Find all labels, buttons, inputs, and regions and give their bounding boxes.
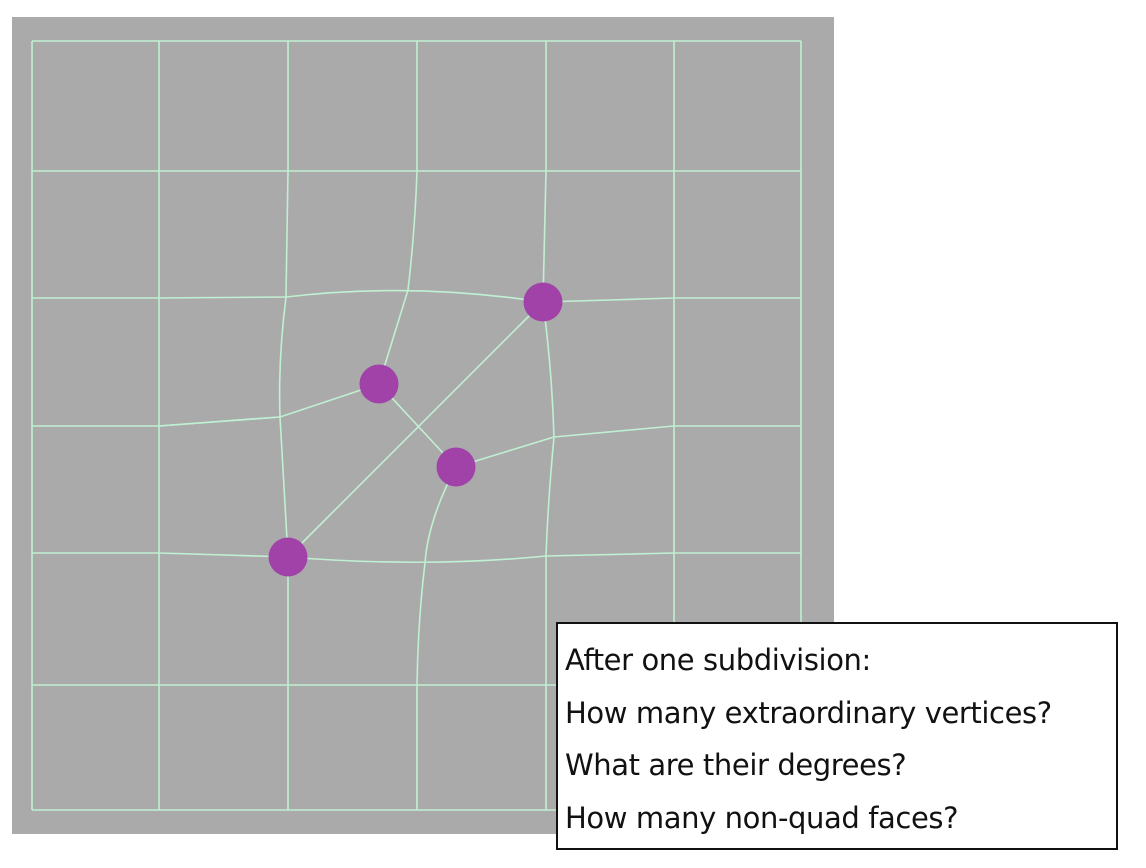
question-line-3: What are their degrees? [565, 748, 907, 782]
mesh-edge-curved-top [285, 289, 544, 303]
extraordinary-vertex [359, 364, 399, 404]
question-box: After one subdivision: How many extraord… [556, 622, 1118, 850]
mesh-edge-horizontal [158, 552, 289, 558]
mesh-edge-diagonal [287, 301, 544, 558]
mesh-edge-horizontal [545, 552, 675, 557]
mesh-edge [407, 170, 418, 291]
mesh-edge-horizontal [158, 296, 287, 299]
mesh-edge [158, 416, 281, 427]
mesh-edge [553, 425, 675, 438]
question-line-2: How many extraordinary vertices? [565, 695, 1052, 730]
question-line-4: How many non-quad faces? [565, 800, 959, 835]
mesh-edge-horizontal [542, 297, 675, 303]
mesh-edge-curved-bottom [287, 555, 547, 564]
extraordinary-vertices [268, 282, 563, 577]
mesh-edge [416, 562, 426, 686]
question-line-1: After one subdivision: [565, 643, 871, 677]
extraordinary-vertex [523, 282, 563, 322]
mesh-edge-vertical [542, 170, 547, 303]
mesh-edge-vertical [285, 170, 289, 298]
extraordinary-vertex [436, 447, 476, 487]
extraordinary-vertex [268, 537, 308, 577]
